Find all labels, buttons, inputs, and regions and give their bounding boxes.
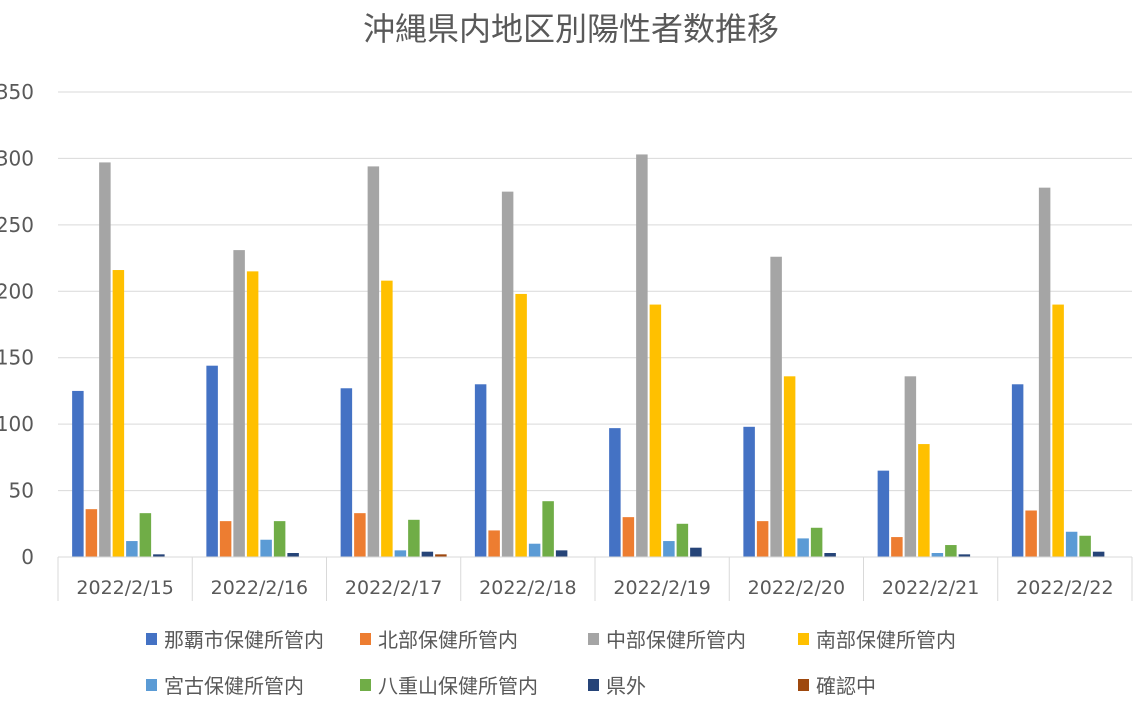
bar — [501, 191, 514, 557]
bar — [622, 517, 635, 557]
x-axis: 2022/2/15 2022/2/16 2022/2/17 2022/2/18 2022… — [57, 556, 1133, 601]
bar — [1038, 187, 1051, 557]
x-tick-label: 2022/2/20 — [748, 577, 845, 599]
bar — [72, 390, 84, 557]
bar — [287, 553, 299, 557]
bar — [85, 509, 98, 557]
legend-label: 那覇市保健所管内 — [164, 628, 324, 652]
bar — [528, 543, 541, 557]
bar — [743, 426, 755, 557]
bar — [515, 293, 527, 557]
x-tick-label: 2022/2/22 — [1016, 577, 1113, 599]
bar — [663, 541, 675, 557]
bar — [233, 250, 245, 557]
bar — [126, 541, 138, 557]
bar — [877, 470, 890, 557]
bar — [958, 554, 971, 557]
legend-swatch — [798, 679, 809, 691]
legend-swatch — [146, 679, 157, 691]
bar — [246, 271, 259, 557]
x-tick-label: 2022/2/21 — [882, 577, 979, 599]
bar — [435, 554, 447, 557]
y-tick-label: 50 — [9, 479, 34, 503]
x-tick-label: 2022/2/15 — [76, 577, 173, 599]
bar — [206, 365, 218, 557]
legend-label: 確認中 — [816, 674, 876, 698]
bar — [810, 527, 823, 557]
y-tick-label: 150 — [0, 346, 34, 370]
legend-swatch — [146, 633, 157, 645]
legend-label: 中部保健所管内 — [606, 628, 746, 652]
legend-label: 八重山保健所管内 — [378, 674, 538, 698]
bar — [99, 162, 111, 557]
legend-swatch — [360, 633, 371, 645]
legend-label: 県外 — [606, 674, 646, 698]
bar — [891, 537, 903, 557]
bar — [1092, 551, 1105, 557]
legend-swatch — [588, 679, 599, 691]
bar — [474, 384, 487, 557]
bar — [112, 270, 125, 557]
bar — [649, 304, 662, 557]
bar — [690, 547, 702, 557]
legend-label: 宮古保健所管内 — [164, 674, 304, 698]
bar — [354, 513, 366, 557]
y-axis-ticks: 0 50 100 150 200 250 300 350 — [0, 80, 34, 569]
bar — [273, 521, 286, 557]
bar — [542, 501, 554, 557]
y-tick-label: 0 — [21, 545, 34, 569]
bar — [219, 521, 232, 557]
bar — [260, 539, 272, 557]
bar — [1025, 510, 1037, 557]
bar — [340, 388, 353, 557]
legend-swatch — [360, 679, 371, 691]
bar — [824, 553, 836, 557]
x-tick-label: 2022/2/18 — [479, 577, 576, 599]
bar — [636, 154, 648, 557]
bar — [367, 166, 380, 557]
chart-title: 沖縄県内地区別陽性者数推移 — [363, 10, 779, 48]
y-tick-label: 250 — [0, 213, 34, 237]
bar — [1065, 531, 1078, 557]
legend-label: 北部保健所管内 — [378, 628, 518, 652]
y-tick-label: 350 — [0, 80, 34, 104]
x-tick-label: 2022/2/19 — [613, 577, 710, 599]
gridlines — [58, 91, 1132, 492]
bars — [72, 154, 1105, 557]
y-tick-label: 200 — [0, 279, 34, 303]
y-tick-label: 100 — [0, 412, 34, 436]
bar — [139, 513, 152, 557]
bar — [756, 521, 769, 557]
bar — [904, 376, 917, 557]
bar — [609, 428, 621, 557]
bar — [488, 530, 500, 557]
x-tick-label: 2022/2/17 — [345, 577, 442, 599]
bar — [381, 280, 393, 557]
bar — [676, 523, 689, 557]
x-tick-label: 2022/2/16 — [211, 577, 308, 599]
bar — [945, 545, 957, 557]
legend-label: 南部保健所管内 — [816, 628, 956, 652]
bar — [1079, 535, 1091, 557]
bar — [394, 550, 407, 557]
y-tick-label: 300 — [0, 146, 34, 170]
bar — [1052, 304, 1064, 557]
legend-swatch — [588, 633, 599, 645]
bar — [797, 538, 809, 557]
bar — [153, 554, 165, 557]
bar — [408, 519, 420, 557]
bar — [918, 444, 930, 557]
bar — [555, 550, 568, 557]
bar — [421, 551, 434, 557]
bar — [770, 256, 782, 557]
legend-swatch — [798, 633, 809, 645]
bar — [931, 553, 944, 557]
bar — [1011, 384, 1024, 557]
bar — [783, 376, 796, 557]
